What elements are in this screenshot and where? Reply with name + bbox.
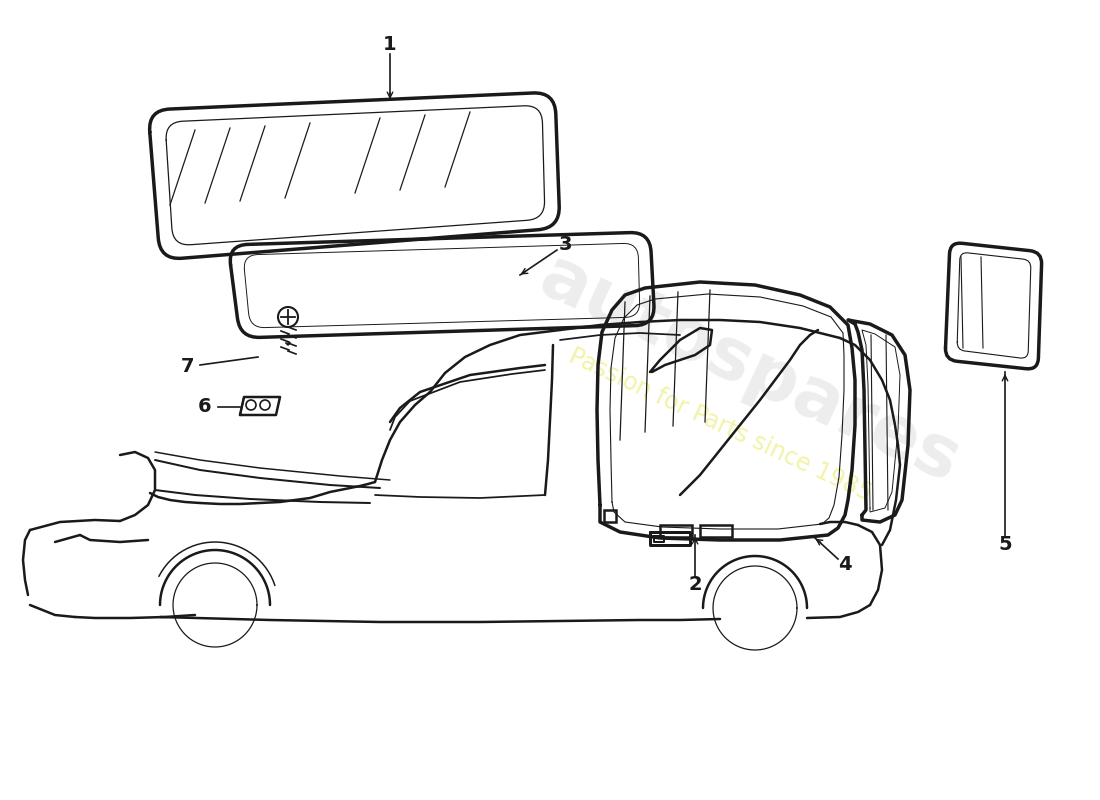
Text: 5: 5 <box>998 535 1012 554</box>
Text: 2: 2 <box>689 575 702 594</box>
Bar <box>660 525 692 537</box>
Text: 4: 4 <box>838 555 851 574</box>
Text: Passion for Parts since 1985: Passion for Parts since 1985 <box>564 344 876 506</box>
Bar <box>700 525 732 537</box>
Text: 3: 3 <box>558 235 572 254</box>
Text: 6: 6 <box>198 398 212 417</box>
Text: autospares: autospares <box>529 242 971 498</box>
Text: 7: 7 <box>182 358 195 377</box>
Bar <box>604 510 616 522</box>
Text: 1: 1 <box>383 35 397 54</box>
